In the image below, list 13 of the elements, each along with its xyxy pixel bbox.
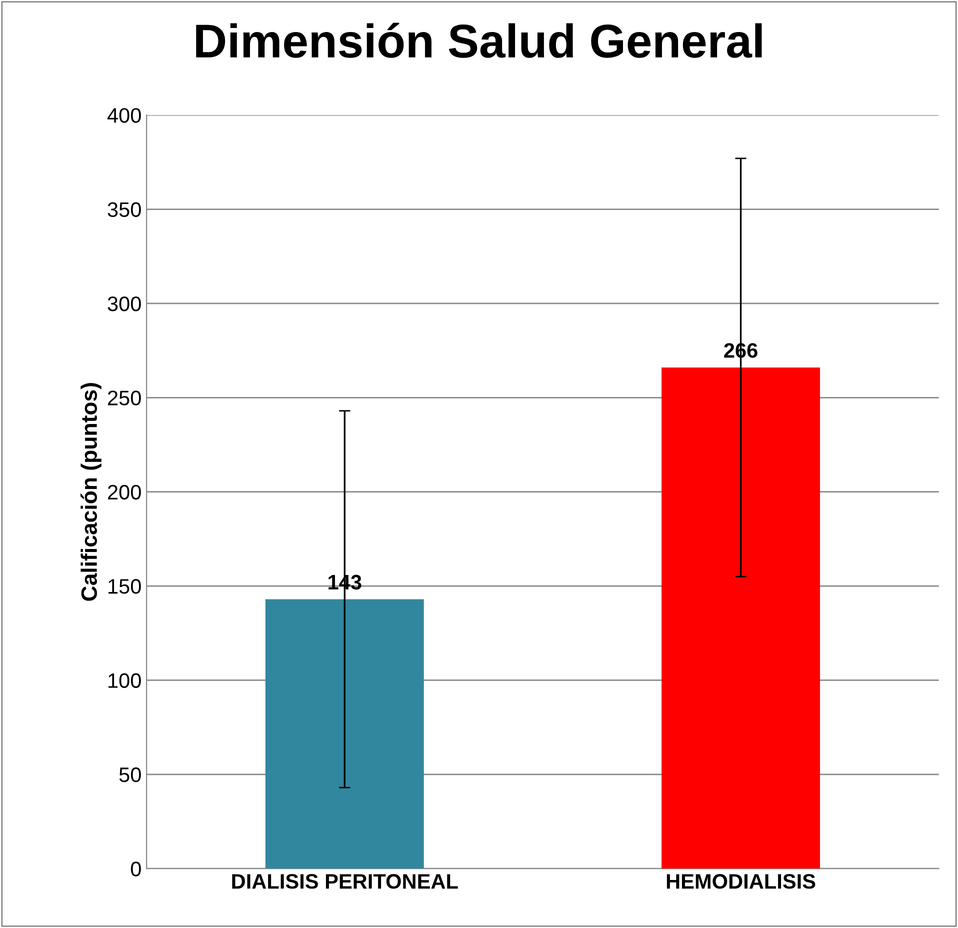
y-axis-title: Calificación (puntos): [80, 383, 102, 601]
y-tick-label: 150: [108, 579, 141, 594]
x-tick-label: DIALISIS PERITONEAL: [232, 874, 458, 889]
y-tick-label: 200: [108, 484, 141, 500]
y-tick-label: 50: [119, 767, 141, 782]
y-tick-label: 100: [108, 673, 141, 688]
x-tick-label: HEMODIALISIS: [666, 874, 816, 889]
chart-title: Dimensión Salud General: [196, 22, 762, 58]
y-tick-label: 350: [108, 202, 141, 218]
y-tick-label: 250: [108, 390, 141, 406]
y-tick-label: 0: [130, 862, 141, 876]
y-tick-label: 400: [107, 108, 141, 123]
y-tick-label: 300: [108, 296, 141, 312]
